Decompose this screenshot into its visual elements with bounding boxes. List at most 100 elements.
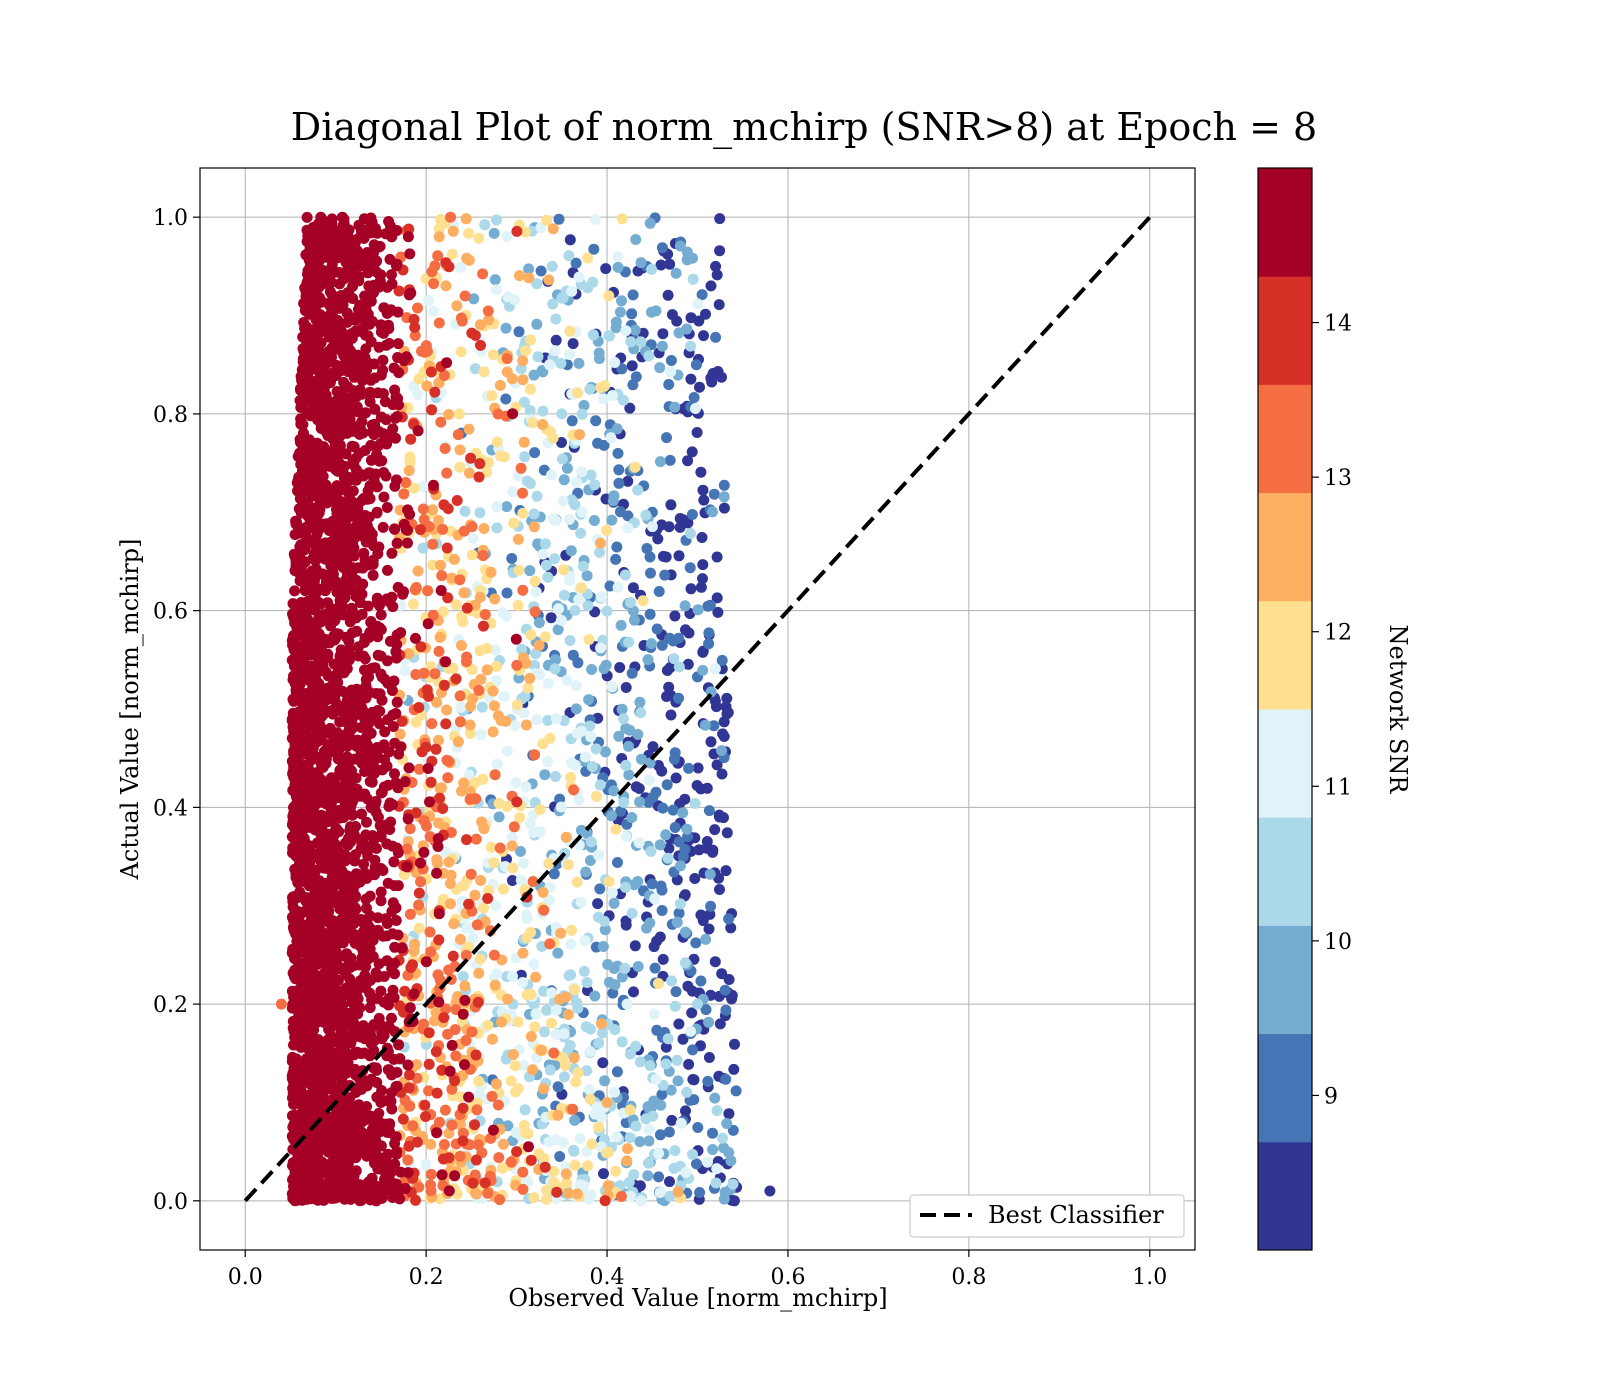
scatter-point xyxy=(506,840,518,852)
scatter-point xyxy=(528,958,540,970)
scatter-point xyxy=(567,338,579,350)
scatter-point xyxy=(764,1185,776,1197)
scatter-point xyxy=(645,567,656,579)
scatter-point xyxy=(685,528,696,539)
scatter-point xyxy=(378,467,390,478)
scatter-point xyxy=(493,798,505,809)
scatter-point xyxy=(371,842,382,854)
scatter-point xyxy=(642,1170,654,1182)
scatter-point xyxy=(705,280,717,292)
scatter-point xyxy=(688,392,700,403)
scatter-point xyxy=(572,657,584,669)
scatter-point xyxy=(423,295,434,307)
scatter-point xyxy=(454,1150,466,1162)
scatter-point xyxy=(703,805,715,817)
scatter-point xyxy=(402,648,414,660)
scatter-point xyxy=(325,263,337,275)
scatter-point xyxy=(680,1105,691,1117)
scatter-point xyxy=(404,457,416,469)
scatter-point xyxy=(395,741,407,753)
scatter-point xyxy=(487,1124,499,1136)
scatter-point xyxy=(612,261,624,273)
scatter-point xyxy=(660,1058,672,1070)
scatter-point xyxy=(425,1168,437,1180)
scatter-point xyxy=(599,924,611,936)
scatter-point xyxy=(392,338,404,350)
scatter-point xyxy=(608,963,620,974)
scatter-point xyxy=(656,905,668,916)
scatter-point xyxy=(405,962,417,973)
scatter-point xyxy=(391,411,403,422)
scatter-point xyxy=(687,1148,698,1160)
scatter-point xyxy=(716,745,728,757)
scatter-point xyxy=(379,396,391,408)
scatter-point xyxy=(351,625,363,637)
scatter-point xyxy=(349,690,361,702)
scatter-point xyxy=(511,796,523,808)
scatter-point xyxy=(344,973,356,985)
scatter-point xyxy=(517,374,529,386)
scatter-point xyxy=(596,1027,608,1039)
scatter-point xyxy=(469,889,481,901)
scatter-point xyxy=(565,545,577,557)
scatter-point xyxy=(557,495,569,507)
scatter-point xyxy=(623,636,635,648)
scatter-point xyxy=(539,1026,550,1038)
scatter-point xyxy=(692,604,704,616)
scatter-point xyxy=(428,305,440,317)
scatter-point xyxy=(371,506,383,518)
scatter-point xyxy=(396,715,408,727)
scatter-point xyxy=(429,386,441,398)
scatter-point xyxy=(517,1059,529,1071)
scatter-point xyxy=(573,357,585,369)
scatter-point xyxy=(531,714,543,726)
scatter-point xyxy=(548,868,560,880)
scatter-point xyxy=(552,947,564,959)
scatter-point xyxy=(616,971,628,983)
scatter-point xyxy=(573,271,585,283)
scatter-point xyxy=(547,223,559,235)
scatter-point xyxy=(695,466,707,478)
scatter-point xyxy=(286,635,298,647)
scatter-point xyxy=(362,600,374,612)
scatter-point xyxy=(632,961,644,972)
scatter-point xyxy=(427,559,439,571)
scatter-point xyxy=(584,720,596,732)
scatter-point xyxy=(342,263,354,275)
scatter-point xyxy=(681,823,693,835)
scatter-point xyxy=(555,801,567,813)
scatter-point xyxy=(421,380,433,392)
scatter-point xyxy=(514,270,525,282)
scatter-point xyxy=(358,858,370,870)
scatter-point xyxy=(584,383,596,395)
scatter-point xyxy=(649,962,661,974)
scatter-point xyxy=(510,777,522,789)
scatter-point xyxy=(452,429,464,441)
scatter-point xyxy=(391,1146,403,1158)
scatter-point xyxy=(329,441,341,453)
scatter-point xyxy=(299,322,311,334)
scatter-point xyxy=(289,529,301,540)
scatter-point xyxy=(421,684,433,696)
scatter-point xyxy=(606,887,618,899)
scatter-point xyxy=(524,565,536,577)
scatter-point xyxy=(712,366,724,377)
scatter-point xyxy=(465,452,477,464)
scatter-point xyxy=(467,532,479,544)
scatter-point xyxy=(348,960,360,971)
scatter-point xyxy=(720,1073,732,1085)
scatter-point xyxy=(656,884,668,896)
scatter-point xyxy=(690,937,702,949)
scatter-point xyxy=(618,394,629,406)
scatter-point xyxy=(400,477,412,488)
scatter-point xyxy=(663,842,675,854)
scatter-point xyxy=(347,485,359,497)
scatter-point xyxy=(375,319,387,331)
scatter-point xyxy=(662,1033,674,1045)
scatter-point xyxy=(543,1136,555,1148)
scatter-point xyxy=(634,796,646,808)
scatter-point xyxy=(301,534,313,546)
scatter-point xyxy=(296,1020,308,1032)
scatter-point xyxy=(623,769,635,781)
scatter-point xyxy=(415,641,427,653)
